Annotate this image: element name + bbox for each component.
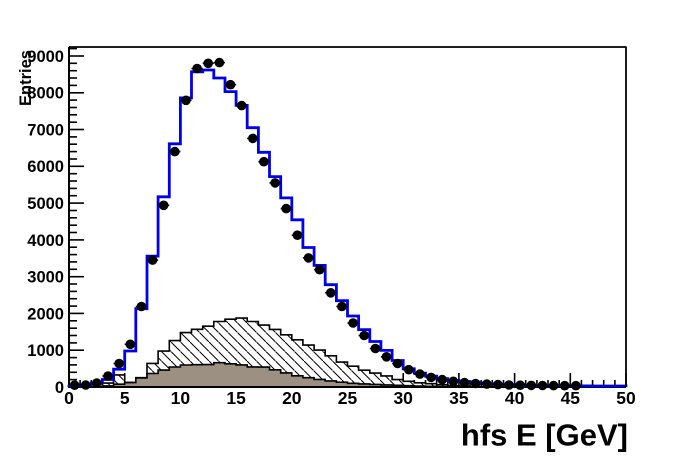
svg-text:35: 35 (449, 388, 469, 408)
svg-text:45: 45 (561, 388, 581, 408)
svg-text:10: 10 (171, 388, 191, 408)
svg-text:9000: 9000 (27, 48, 64, 66)
svg-text:30: 30 (393, 388, 413, 408)
svg-text:15: 15 (226, 388, 246, 408)
svg-text:8000: 8000 (27, 85, 64, 103)
svg-text:6000: 6000 (27, 158, 64, 176)
svg-text:2000: 2000 (27, 305, 64, 323)
svg-text:7000: 7000 (27, 121, 64, 139)
svg-text:40: 40 (505, 388, 525, 408)
svg-text:20: 20 (282, 388, 302, 408)
svg-text:0: 0 (55, 379, 64, 397)
svg-text:0: 0 (64, 388, 74, 408)
svg-text:3000: 3000 (27, 269, 64, 287)
svg-text:50: 50 (616, 388, 636, 408)
svg-text:5: 5 (120, 388, 130, 408)
svg-text:Entries: Entries (17, 50, 35, 106)
svg-text:25: 25 (338, 388, 358, 408)
svg-text:5000: 5000 (27, 195, 64, 213)
svg-text:1000: 1000 (27, 342, 64, 360)
svg-text:hfs E [GeV]: hfs E [GeV] (461, 418, 628, 453)
svg-text:4000: 4000 (27, 232, 64, 250)
